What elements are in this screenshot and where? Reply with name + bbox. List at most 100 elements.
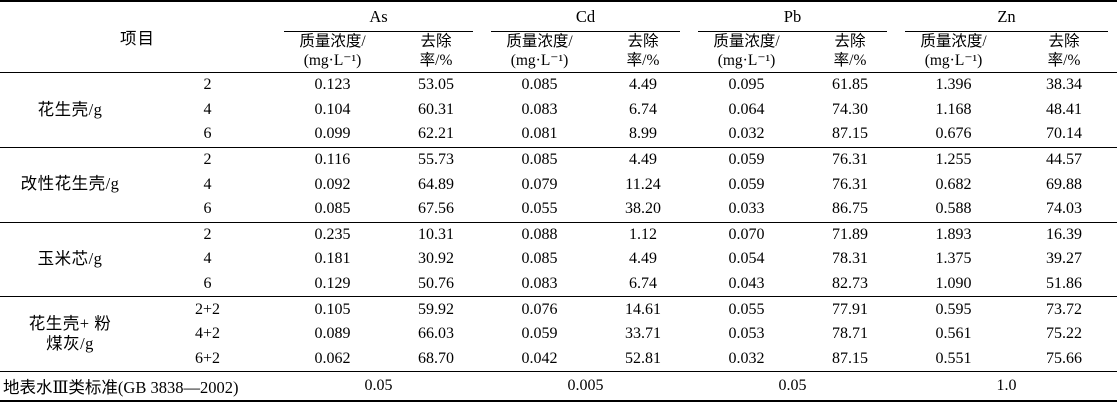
amount-cell: 2 (140, 71, 275, 98)
value-cell: 8.99 (629, 125, 657, 143)
material-label: 花生壳/g (0, 72, 140, 148)
subheader-concentration-zn: 质量浓度/(mg·L⁻¹) (896, 32, 1012, 73)
table-row: 4+2 0.089 66.03 0.059 33.71 0.053 78.71 0.561 75… (0, 322, 1117, 347)
subheader-removal-pb: 去除 率/% (804, 32, 897, 73)
value-cell: 71.89 (804, 221, 897, 248)
value-cell: 0.089 (314, 325, 351, 343)
amount-cell: 4 (203, 175, 212, 193)
subheader-line: 去除 (627, 33, 659, 51)
value-cell: 0.595 (896, 296, 1012, 322)
material-label: 花生壳+ 粉 煤灰/g (0, 296, 140, 372)
amount-cell: 6 (203, 125, 212, 143)
value-cell: 0.105 (275, 296, 390, 322)
value-cell: 0.059 (521, 325, 558, 343)
table-row: 4 0.181 30.92 0.085 4.49 0.054 78.31 1.375 39.27 (0, 247, 1117, 272)
subheader-concentration-pb: 质量浓度/(mg·L⁻¹) (689, 32, 805, 73)
value-cell: 0.059 (728, 175, 765, 193)
subheader-removal-as: 去除 率/% (390, 32, 482, 73)
subheader-concentration-cd: 质量浓度/(mg·L⁻¹) (482, 32, 597, 73)
subheader-line: 质量浓度/ (920, 33, 987, 51)
value-cell: 0.043 (728, 275, 765, 293)
material-label: 玉米芯/g (0, 221, 140, 297)
value-cell: 0.095 (689, 71, 805, 98)
value-cell: 0.032 (728, 125, 765, 143)
value-cell: 74.30 (832, 100, 869, 118)
metal-name-cd: Cd (491, 3, 681, 32)
value-cell: 82.73 (832, 275, 869, 293)
value-cell: 0.099 (314, 125, 351, 143)
value-cell: 11.24 (625, 175, 661, 193)
value-cell: 6.74 (629, 275, 657, 293)
value-cell: 1.090 (935, 275, 972, 293)
value-cell: 69.88 (1046, 175, 1083, 193)
value-cell: 38.20 (625, 200, 661, 218)
value-cell: 0.085 (482, 71, 597, 98)
metal-name-as: As (284, 3, 473, 32)
value-cell: 44.57 (1011, 146, 1117, 173)
amount-cell: 6+2 (194, 349, 221, 367)
value-cell: 4.49 (629, 250, 657, 268)
value-cell: 51.86 (1046, 275, 1083, 293)
value-cell: 66.03 (418, 325, 454, 343)
amount-cell: 6 (203, 200, 212, 218)
value-cell: 0.083 (521, 275, 558, 293)
value-cell: 0.033 (728, 200, 765, 218)
subheader-line: (mg·L⁻¹) (510, 52, 569, 69)
subheader-line: 去除 (834, 33, 866, 51)
value-cell: 0.588 (935, 200, 972, 218)
value-cell: 73.72 (1011, 296, 1117, 322)
value-cell: 1.168 (935, 100, 972, 118)
table-row: 6+2 0.062 68.70 0.042 52.81 0.032 87.15 0.551 75… (0, 347, 1117, 372)
value-cell: 50.76 (418, 275, 454, 293)
value-cell: 0.092 (314, 175, 351, 193)
value-cell: 1.12 (597, 221, 690, 248)
value-cell: 77.91 (804, 296, 897, 322)
value-cell: 33.71 (625, 325, 661, 343)
metal-group-header-pb: Pb (689, 1, 896, 32)
subheader-line: (mg·L⁻¹) (717, 52, 776, 69)
subheader-line: 去除 (420, 33, 452, 51)
value-cell: 48.41 (1046, 100, 1083, 118)
standard-label: 地表水Ⅲ类标准(GB 3838—2002) (0, 371, 275, 402)
value-cell: 0.181 (314, 250, 351, 268)
subheader-line: 率/% (1047, 52, 1081, 69)
value-cell: 0.059 (689, 146, 805, 173)
value-cell: 39.27 (1046, 250, 1083, 268)
value-cell: 4.49 (597, 146, 690, 173)
value-cell: 0.085 (482, 146, 597, 173)
metal-name-pb: Pb (698, 3, 888, 32)
value-cell: 0.053 (728, 325, 765, 343)
value-cell: 0.054 (728, 250, 765, 268)
table-row: 4 0.104 60.31 0.083 6.74 0.064 74.30 1.168 48.41 (0, 98, 1117, 123)
standard-value-cell: 0.05 (275, 371, 482, 402)
value-cell: 67.56 (418, 200, 454, 218)
value-cell: 30.92 (418, 250, 454, 268)
standard-row: 地表水Ⅲ类标准(GB 3838—2002) 0.05 0.005 0.05 1.0 (0, 371, 1117, 402)
value-cell: 0.104 (314, 100, 351, 118)
table-row: 花生壳+ 粉 煤灰/g 2+2 0.105 59.92 0.076 14.61 0.055 7… (0, 296, 1117, 372)
value-cell: 0.116 (275, 146, 390, 173)
amount-cell: 2+2 (140, 296, 275, 322)
value-cell: 0.085 (314, 200, 351, 218)
metal-group-header-zn: Zn (896, 1, 1117, 32)
table-row: 花生壳/g 2 0.123 53.05 0.085 4.49 0.095 61.85 1.396… (0, 71, 1117, 148)
value-cell: 53.05 (390, 71, 482, 98)
subheader-line: (mg·L⁻¹) (924, 52, 983, 69)
value-cell: 52.81 (625, 349, 661, 367)
value-cell: 0.085 (521, 250, 558, 268)
amount-cell: 2 (140, 221, 275, 248)
value-cell: 0.032 (728, 349, 765, 367)
table-row: 6 0.129 50.76 0.083 6.74 0.043 82.73 1.090 51.86 (0, 272, 1117, 297)
value-cell: 0.055 (521, 200, 558, 218)
value-cell: 38.34 (1011, 71, 1117, 98)
subheader-line: (mg·L⁻¹) (303, 52, 362, 69)
subheader-removal-cd: 去除 率/% (597, 32, 690, 73)
value-cell: 87.15 (832, 349, 869, 367)
value-cell: 87.15 (832, 125, 869, 143)
value-cell: 0.070 (689, 221, 805, 248)
value-cell: 62.21 (418, 125, 454, 143)
standard-value-cell: 0.05 (689, 371, 897, 402)
value-cell: 78.71 (832, 325, 869, 343)
subheader-line: 质量浓度/ (299, 33, 366, 51)
